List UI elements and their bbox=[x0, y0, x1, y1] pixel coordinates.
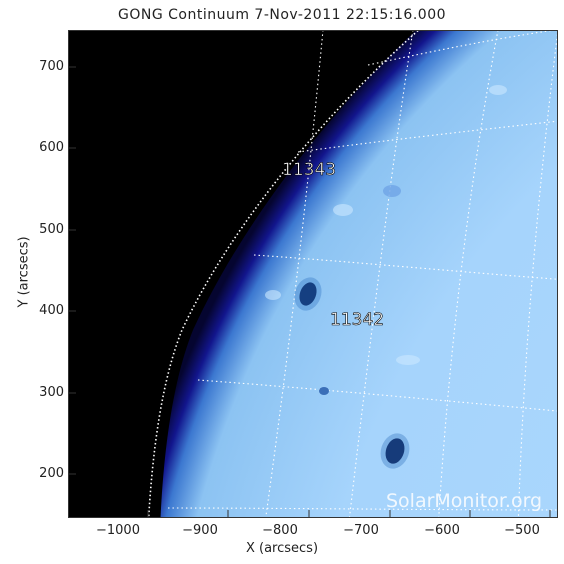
limb-line bbox=[147, 30, 420, 518]
solar-image: 11343 11342 SolarMonitor.org bbox=[68, 30, 558, 518]
x-tick-label: −1000 bbox=[96, 523, 140, 538]
x-tick-label: −900 bbox=[182, 523, 218, 538]
y-tick-label: 200 bbox=[39, 466, 64, 481]
x-tick-label: −500 bbox=[504, 523, 540, 538]
region-label-11343: 11343 bbox=[282, 160, 336, 180]
x-axis-label: X (arcsecs) bbox=[245, 541, 319, 556]
y-tick-label: 300 bbox=[39, 385, 64, 400]
solar-disk bbox=[160, 30, 558, 518]
sunspot bbox=[319, 387, 329, 395]
coordinate-grid bbox=[167, 30, 558, 518]
y-tick-label: 700 bbox=[39, 59, 64, 74]
sunspot bbox=[299, 282, 317, 306]
x-tick-label: −700 bbox=[343, 523, 379, 538]
tick-marks bbox=[68, 66, 551, 518]
y-tick-label: 400 bbox=[39, 303, 64, 318]
plot-frame bbox=[68, 30, 558, 518]
y-tick-label: 600 bbox=[39, 140, 64, 155]
watermark: SolarMonitor.org bbox=[386, 490, 542, 512]
plot-title: GONG Continuum 7-Nov-2011 22:15:16.000 bbox=[117, 7, 447, 23]
x-tick-label: −600 bbox=[424, 523, 460, 538]
y-tick-label: 500 bbox=[39, 222, 64, 237]
x-tick-label: −800 bbox=[262, 523, 298, 538]
region-label-11342: 11342 bbox=[330, 310, 384, 330]
sunspot bbox=[385, 438, 405, 464]
sunspot bbox=[383, 185, 401, 197]
y-axis-label: Y (arcsecs) bbox=[16, 236, 32, 308]
